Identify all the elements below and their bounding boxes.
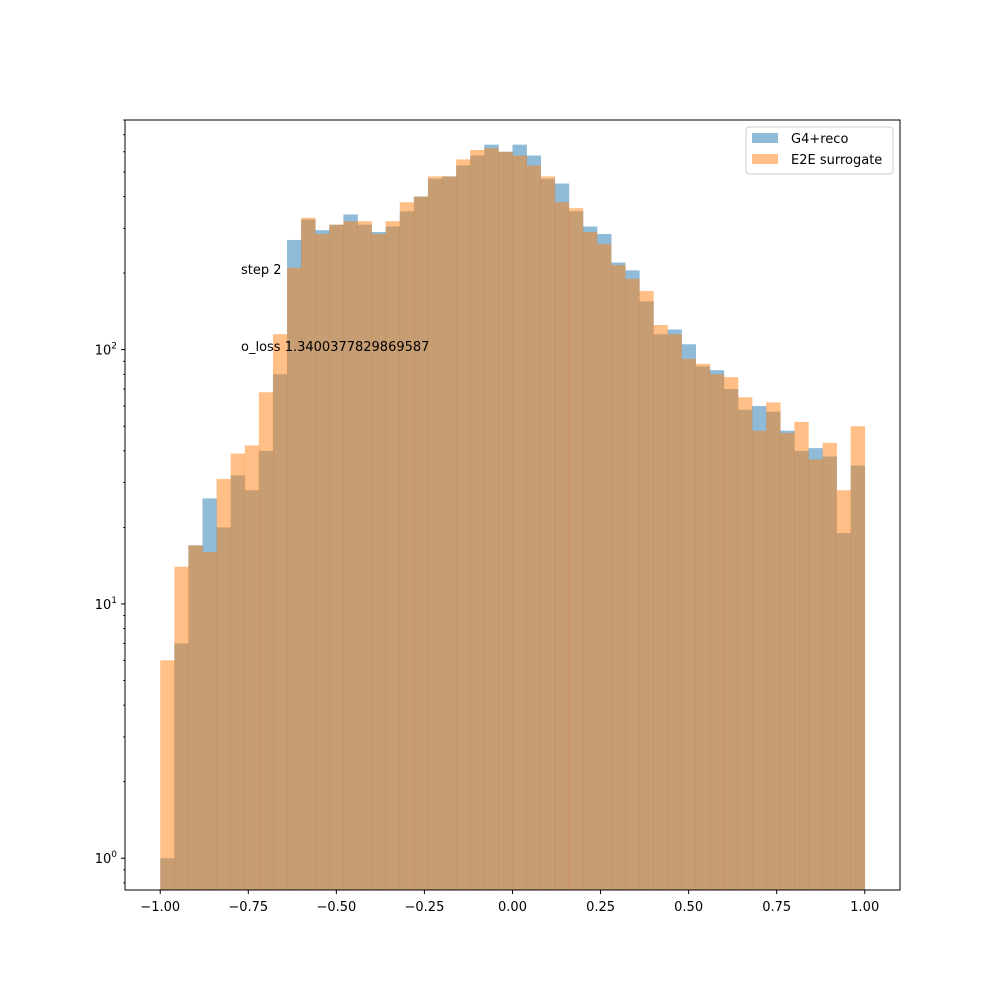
- bar-s1-46: [808, 459, 823, 890]
- bar-s1-25: [512, 155, 527, 890]
- bar-s1-35: [653, 325, 668, 890]
- x-tick-label: 1.00: [850, 900, 879, 915]
- bar-s1-6: [244, 445, 260, 890]
- x-tick-label: −0.75: [228, 900, 268, 915]
- bar-s1-0: [160, 660, 175, 890]
- bar-s1-34: [639, 291, 654, 890]
- legend-swatch-g4-reco: [752, 133, 778, 143]
- series-1: [160, 148, 866, 891]
- bar-s1-14: [357, 221, 372, 890]
- bar-s1-28: [554, 202, 570, 890]
- bar-s1-11: [315, 233, 330, 891]
- x-tick-label: −1.00: [140, 900, 180, 915]
- bar-s1-16: [385, 221, 401, 890]
- y-tick-label: 100: [95, 850, 118, 867]
- bar-s1-38: [695, 363, 711, 890]
- bar-s1-29: [568, 208, 584, 890]
- bar-s1-10: [301, 217, 316, 891]
- bar-s1-44: [780, 433, 795, 890]
- bar-s1-8: [272, 334, 288, 891]
- bar-s1-1: [174, 566, 189, 890]
- bar-s1-27: [540, 176, 556, 890]
- x-tick-label: 0.75: [762, 900, 791, 915]
- bar-s1-15: [371, 233, 386, 891]
- bar-s1-30: [582, 232, 598, 890]
- y-axis: 100 101 102: [95, 119, 125, 884]
- bar-s1-26: [526, 165, 541, 891]
- bar-s1-43: [766, 402, 781, 890]
- legend-box: [745, 126, 894, 175]
- bars-layer: [160, 144, 866, 891]
- bar-s1-7: [258, 392, 274, 890]
- bar-s1-13: [343, 221, 358, 890]
- bar-s1-18: [413, 196, 429, 891]
- x-axis: −1.00 −0.75 −0.50 −0.25 0.00 0.25 0.50 0.75 1.00: [140, 890, 879, 915]
- bar-s1-47: [822, 442, 837, 890]
- x-tick-label: −0.25: [405, 900, 445, 915]
- bar-s1-42: [752, 430, 767, 890]
- bar-s1-22: [470, 149, 485, 890]
- bar-s1-39: [709, 374, 725, 890]
- bar-s1-20: [442, 176, 457, 890]
- bar-s1-24: [498, 151, 513, 890]
- bar-s1-5: [230, 453, 246, 890]
- x-tick-label: 0.50: [674, 900, 703, 915]
- bar-s1-49: [850, 426, 866, 890]
- x-tick-label: 0.00: [498, 900, 527, 915]
- bar-s1-2: [188, 545, 203, 890]
- bar-s1-37: [681, 358, 696, 890]
- bar-s1-33: [625, 278, 640, 890]
- bar-s1-21: [456, 159, 471, 890]
- bar-s1-4: [216, 478, 231, 890]
- legend-swatch-e2e-surrogate: [752, 154, 778, 164]
- legend: G4+reco E2E surrogate: [745, 126, 894, 175]
- annotation-step: step 2: [241, 263, 282, 278]
- annotation-loss: o_loss 1.3400377829869587: [241, 340, 429, 355]
- bar-s1-23: [484, 148, 499, 890]
- bar-s1-9: [287, 267, 302, 891]
- y-tick-label: 101: [95, 596, 117, 613]
- bar-s1-36: [667, 334, 682, 891]
- bar-s1-31: [597, 244, 612, 890]
- legend-label-e2e-surrogate: E2E surrogate: [791, 153, 882, 168]
- x-tick-label: 0.25: [586, 900, 615, 915]
- bar-s1-17: [399, 202, 415, 890]
- bar-s1-32: [611, 265, 626, 890]
- bar-s1-12: [329, 224, 344, 890]
- bar-s1-19: [427, 176, 443, 890]
- legend-label-g4-reco: G4+reco: [791, 132, 848, 147]
- bar-s1-40: [723, 377, 739, 891]
- bar-s1-41: [737, 397, 753, 890]
- bar-s1-48: [836, 490, 851, 890]
- bar-s1-45: [794, 421, 809, 890]
- y-tick-label: 102: [95, 342, 117, 359]
- bar-s1-3: [202, 552, 217, 890]
- x-tick-label: −0.50: [316, 900, 356, 915]
